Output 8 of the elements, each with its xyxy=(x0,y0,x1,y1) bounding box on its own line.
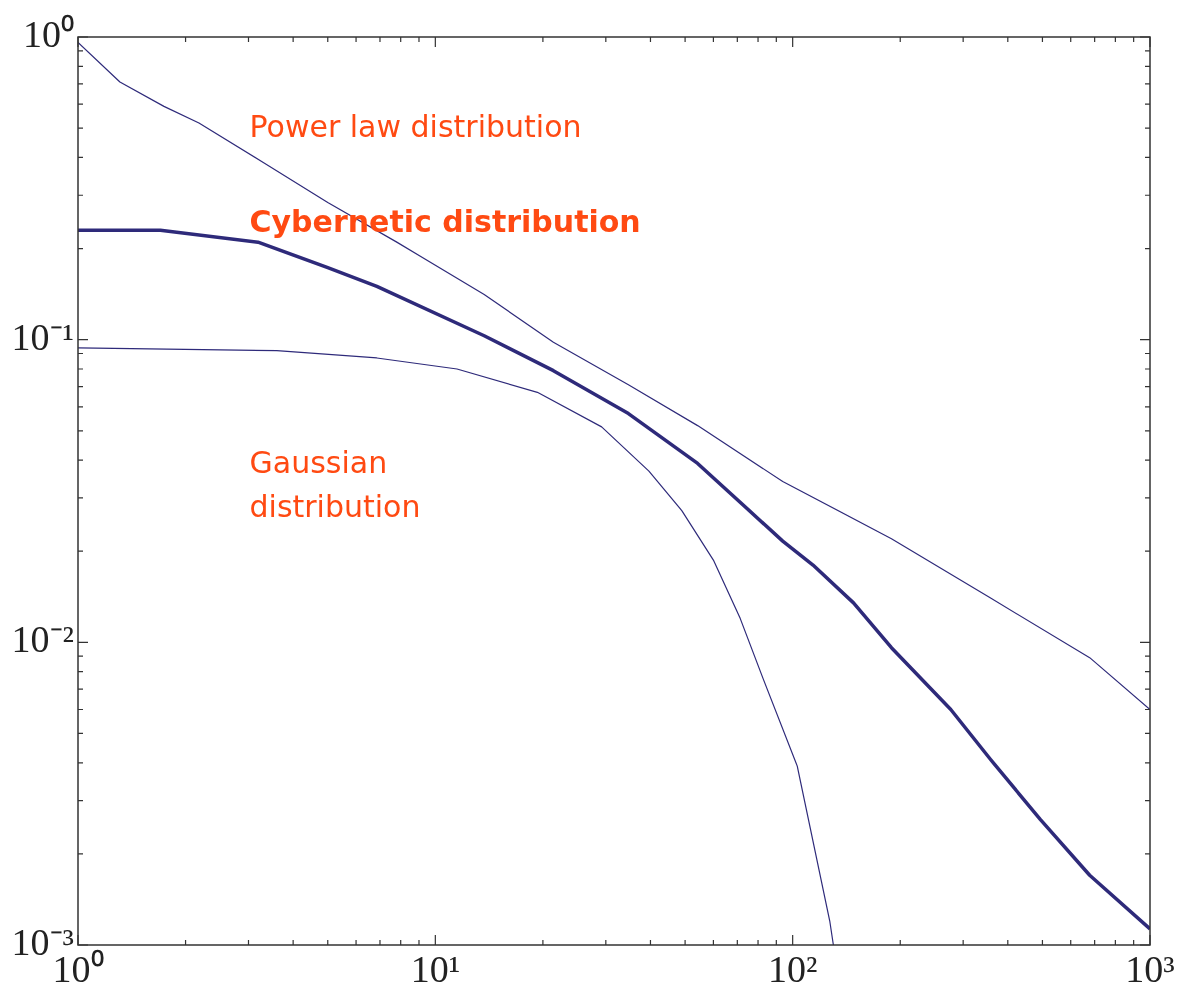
x-tick-label: 10² xyxy=(767,947,818,990)
y-tick-label: 10⁻¹ xyxy=(11,315,74,358)
series-label: Power law distribution xyxy=(249,108,582,144)
x-tick-label: 10³ xyxy=(1125,947,1175,990)
text: Gaussian distribution xyxy=(249,444,421,524)
y-tick-label: 10⁻² xyxy=(11,618,74,661)
x-tick-label: 10¹ xyxy=(410,947,461,990)
y-tick-label: 10⁰ xyxy=(23,12,74,55)
